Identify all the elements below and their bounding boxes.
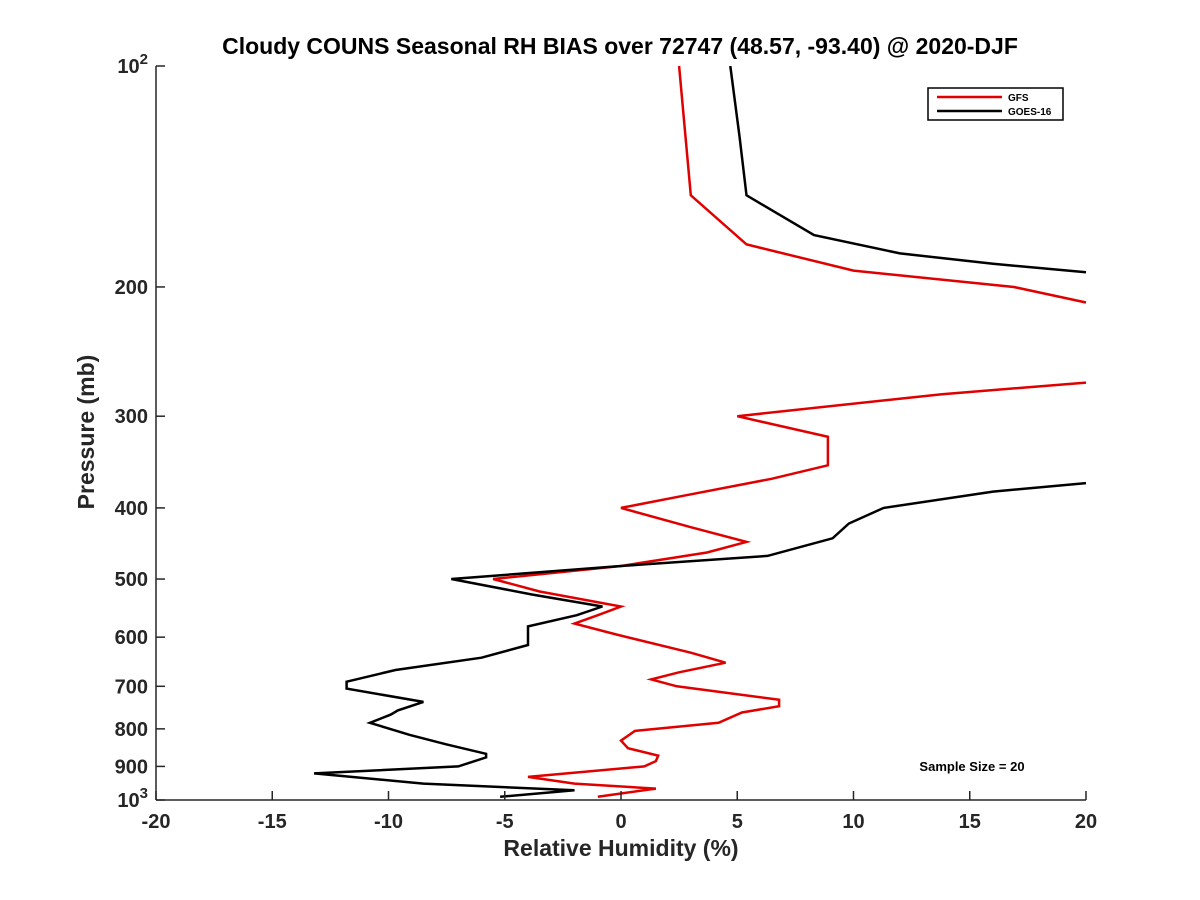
legend-label-goes-16: GOES-16 (1008, 107, 1052, 118)
legend-label-gfs: GFS (1008, 93, 1029, 104)
x-tick-label: 15 (959, 811, 981, 833)
y-tick-label: 800 (115, 719, 148, 741)
y-tick-label: 600 (115, 627, 148, 649)
x-tick-label: -20 (142, 811, 171, 833)
y-tick-label: 200 (115, 277, 148, 299)
sample-size-annotation: Sample Size = 20 (919, 759, 1024, 774)
legend: GFS GOES-16 (927, 87, 1064, 121)
y-tick-label: 400 (115, 498, 148, 520)
legend-box (927, 87, 1064, 121)
series-goes-16 (313, 65, 1087, 799)
x-axis-label: Relative Humidity (%) (503, 835, 738, 861)
y-tick-label: 500 (115, 569, 148, 591)
x-tick-label: 5 (732, 811, 743, 833)
series-gfs (492, 65, 1087, 799)
y-tick-label: 700 (115, 676, 148, 698)
x-tick-label: -5 (496, 811, 514, 833)
x-tick-label: 0 (615, 811, 626, 833)
series-line-goes-16-segment-0 (729, 65, 1087, 274)
y-tick-label: 102 (117, 51, 148, 78)
y-tick-label: 900 (115, 756, 148, 778)
series-line-gfs-segment-1 (492, 381, 1087, 799)
x-tick-label: -15 (258, 811, 287, 833)
series-line-gfs-segment-0 (677, 65, 1087, 304)
x-tick-label: -10 (374, 811, 403, 833)
y-axis-label: Pressure (mb) (73, 355, 99, 510)
ticks-layer: -20 -15 -10 -5 0 5 10 15 20 102 200 300 400 500 600 700… (115, 51, 1098, 833)
series-line-goes-16-segment-1 (313, 481, 1087, 799)
chart-title: Cloudy COUNS Seasonal RH BIAS over 72747… (222, 33, 1018, 59)
x-tick-label: 10 (842, 811, 864, 833)
y-tick-label: 300 (115, 406, 148, 428)
x-tick-label: 20 (1075, 811, 1097, 833)
series-layer (313, 65, 1087, 799)
